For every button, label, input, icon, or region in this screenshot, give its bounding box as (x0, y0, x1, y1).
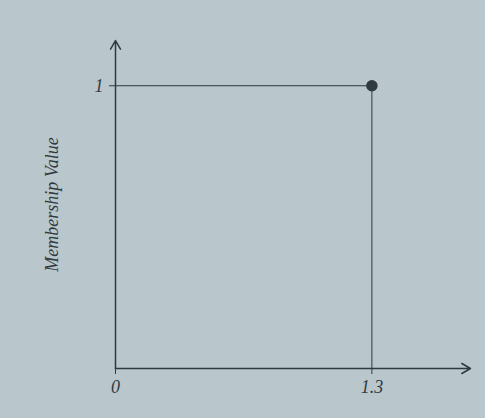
svg-text:Membership Value: Membership Value (42, 137, 62, 272)
svg-text:1.3: 1.3 (361, 377, 384, 397)
svg-text:0: 0 (111, 377, 120, 397)
svg-text:1: 1 (95, 76, 104, 96)
